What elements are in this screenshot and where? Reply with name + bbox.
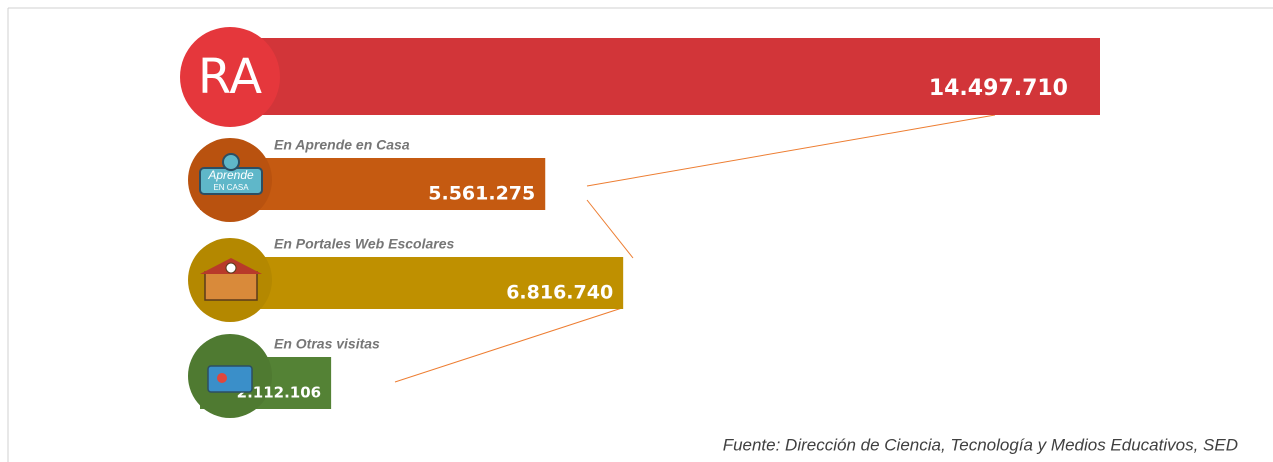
badge-text: Aprende bbox=[207, 168, 254, 182]
category-label: En Otras visitas bbox=[274, 336, 380, 352]
source: Fuente: Dirección de Ciencia, Tecnología… bbox=[723, 435, 1238, 454]
value-label: 14.497.710 bbox=[929, 76, 1068, 101]
icon-circle bbox=[180, 27, 280, 127]
badge-text: EN CASA bbox=[213, 183, 249, 192]
value-label: 5.561.275 bbox=[428, 183, 535, 205]
badge-top bbox=[222, 153, 240, 171]
value-label: 2.112.106 bbox=[237, 384, 321, 402]
school bbox=[204, 271, 258, 301]
category-label: En Portales Web Escolares bbox=[274, 236, 454, 252]
school-clock bbox=[225, 262, 237, 274]
bar bbox=[200, 38, 1100, 115]
screen bbox=[207, 365, 253, 393]
connectors bbox=[394, 114, 996, 383]
logo-text: RA bbox=[198, 49, 262, 105]
value-label: 6.816.740 bbox=[506, 282, 613, 304]
screen-dot bbox=[217, 373, 227, 383]
category-label: En Aprende en Casa bbox=[274, 137, 410, 153]
